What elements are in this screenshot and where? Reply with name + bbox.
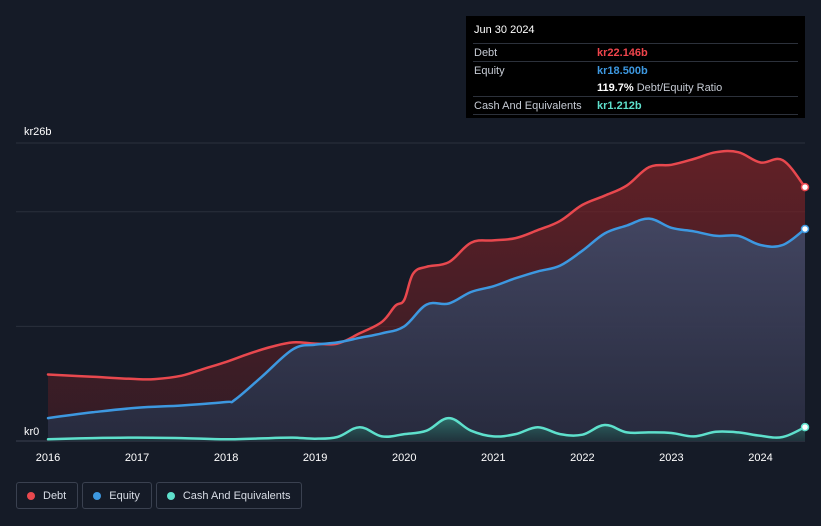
- x-tick-label: 2018: [214, 452, 238, 464]
- tooltip-debt-row: Debt kr22.146b: [473, 43, 798, 61]
- debt-line: [46, 149, 807, 381]
- tooltip-cash-value: kr1.212b: [597, 99, 642, 112]
- legend-equity-label: Equity: [109, 489, 140, 502]
- tooltip-equity-label: Equity: [474, 64, 505, 77]
- cash-area: [48, 418, 805, 441]
- y-tick-label: kr26b: [24, 126, 52, 138]
- legend-debt[interactable]: Debt: [16, 482, 79, 509]
- tooltip-ratio-value: 119.7%: [597, 81, 634, 94]
- tooltip-cash-row: Cash And Equivalents kr1.212b: [473, 96, 798, 115]
- legend-equity-dot: [93, 491, 102, 500]
- tooltip-equity-value: kr18.500b: [597, 64, 648, 77]
- equity-line: [46, 217, 807, 420]
- x-tick-label: 2020: [392, 452, 416, 464]
- cash-line: [46, 416, 807, 441]
- x-tick-label: 2016: [36, 452, 60, 464]
- tooltip-equity-row: Equity kr18.500b: [473, 61, 798, 79]
- legend-cash-dot: [166, 491, 175, 500]
- end-markers: [800, 182, 810, 432]
- tooltip-cash-label: Cash And Equivalents: [474, 99, 582, 112]
- y-tick-label: kr0: [24, 426, 39, 438]
- series-areas: [48, 150, 805, 441]
- legend-equity[interactable]: Equity: [82, 482, 152, 509]
- equity-area: [48, 218, 805, 441]
- cash-end-marker: [800, 422, 810, 432]
- x-tick-label: 2024: [748, 452, 772, 464]
- legend-cash[interactable]: Cash And Equivalents: [155, 482, 303, 509]
- x-tick-label: 2021: [481, 452, 505, 464]
- tooltip-debt-label: Debt: [474, 46, 498, 59]
- tooltip-ratio-label: Debt/Equity Ratio: [636, 81, 723, 94]
- axis-labels: kr26b kr0 2016 2017 2018 2019 2020 2021 2022 2023…: [24, 126, 773, 464]
- equity-end-marker: [800, 224, 810, 234]
- legend-debt-label: Debt: [43, 489, 67, 502]
- series-lines: [46, 149, 807, 441]
- tooltip-ratio-row: 119.7% Debt/Equity Ratio: [473, 79, 798, 96]
- chart-legend: Debt Equity Cash And Equivalents: [16, 482, 303, 509]
- tooltip-debt-value: kr22.146b: [597, 46, 648, 59]
- legend-debt-dot: [27, 491, 35, 500]
- x-tick-label: 2019: [303, 452, 327, 464]
- x-tick-label: 2022: [570, 452, 594, 464]
- legend-cash-label: Cash And Equivalents: [182, 489, 291, 502]
- tooltip-date: Jun 30 2024: [474, 24, 535, 36]
- x-tick-label: 2017: [125, 452, 149, 464]
- data-tooltip: Jun 30 2024 Debt kr22.146b Equity kr18.5…: [466, 16, 805, 118]
- x-tick-label: 2023: [659, 452, 683, 464]
- debt-end-marker: [800, 182, 810, 192]
